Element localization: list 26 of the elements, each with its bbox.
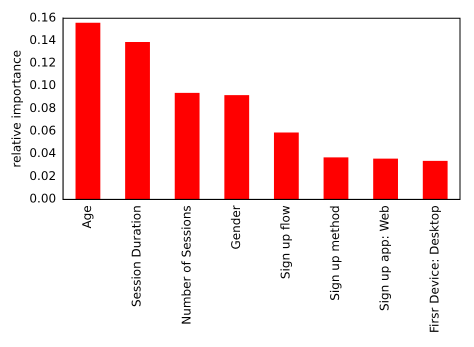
- bar: [224, 95, 250, 200]
- x-tick-label: Sign up flow: [278, 205, 292, 280]
- bar: [274, 132, 299, 200]
- y-tick-label: 0.12: [29, 56, 56, 70]
- y-tick-label: 0.14: [29, 32, 56, 47]
- y-tick-label: 0.08: [29, 100, 56, 115]
- x-tick-label: Session Duration: [130, 205, 144, 308]
- x-tick-label: Firsr Device: Desktop: [427, 205, 442, 334]
- y-tick-label: 0.06: [29, 124, 56, 138]
- y-tick-label: 0.02: [29, 168, 56, 183]
- bar: [174, 92, 200, 200]
- bar: [422, 160, 448, 200]
- bar: [324, 157, 348, 200]
- x-tick-label: Age: [80, 205, 94, 229]
- y-tick-label: 0.16: [29, 10, 56, 24]
- y-axis-title: relative importance: [9, 50, 24, 168]
- y-tick-label: 0.04: [29, 146, 56, 160]
- x-tick-label: Number of Sessions: [179, 205, 194, 325]
- bar: [125, 42, 150, 200]
- bar: [373, 158, 398, 200]
- x-tick-label: Gender: [228, 205, 243, 250]
- y-tick-label: 0.10: [29, 78, 56, 92]
- x-tick-label: Sign up app: Web: [378, 205, 392, 311]
- bar: [76, 22, 100, 200]
- x-tick-label: Sign up method: [328, 205, 342, 301]
- y-tick-label: 0.00: [29, 191, 56, 206]
